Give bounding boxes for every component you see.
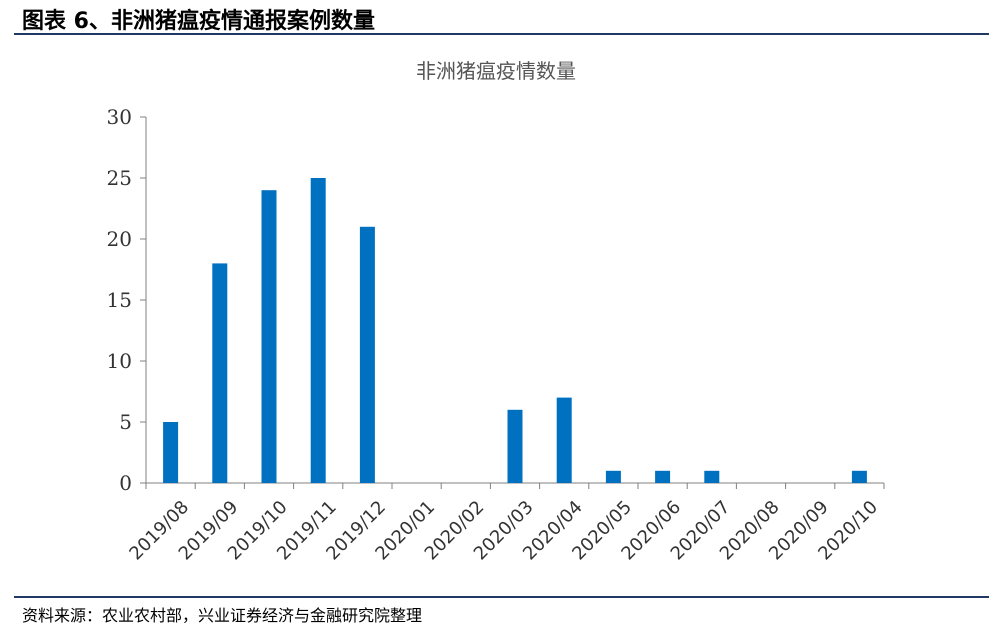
bar bbox=[310, 178, 326, 483]
bar bbox=[556, 397, 572, 483]
y-tick-label: 30 bbox=[107, 105, 132, 129]
bar bbox=[655, 470, 671, 483]
bars bbox=[163, 178, 867, 484]
y-tick-label: 25 bbox=[107, 166, 132, 190]
chart-title: 非洲猪瘟疫情数量 bbox=[416, 59, 576, 83]
bar bbox=[704, 470, 720, 483]
y-tick-label: 20 bbox=[107, 227, 132, 251]
bar-chart: 非洲猪瘟疫情数量 0 5 10 15 20 25 30 2019/082019/092019… bbox=[107, 59, 885, 564]
bar bbox=[261, 190, 277, 483]
x-axis: 2019/082019/092019/102019/112019/122020/… bbox=[125, 482, 885, 564]
bar bbox=[605, 470, 621, 483]
y-axis: 0 5 10 15 20 25 30 bbox=[107, 105, 147, 495]
top-rule bbox=[14, 33, 989, 35]
bar bbox=[163, 422, 179, 483]
figure-source: 资料来源：农业农村部，兴业证券经济与金融研究院整理 bbox=[22, 606, 423, 625]
figure-header: 图表 6、非洲猪瘟疫情通报案例数量 bbox=[14, 3, 989, 34]
bar bbox=[212, 263, 228, 483]
bar bbox=[359, 226, 375, 484]
bar bbox=[507, 409, 523, 483]
y-tick-label: 10 bbox=[107, 349, 132, 373]
bar bbox=[851, 470, 867, 483]
y-tick-label: 5 bbox=[119, 410, 132, 434]
figure-title: 图表 6、非洲猪瘟疫情通报案例数量 bbox=[22, 9, 375, 34]
y-tick-label: 0 bbox=[119, 471, 132, 495]
bottom-rule bbox=[14, 596, 989, 598]
y-tick-label: 15 bbox=[107, 288, 132, 312]
